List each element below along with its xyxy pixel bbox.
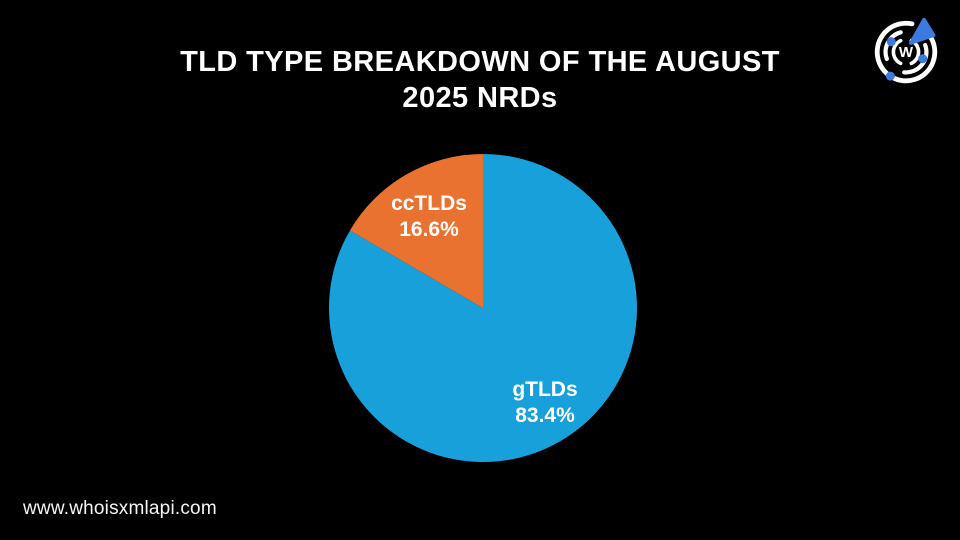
pie-chart-container — [323, 148, 643, 468]
whoisxmlapi-logo: W — [874, 17, 938, 84]
logo-middle-ring-right — [902, 42, 929, 75]
logo-letter: W — [899, 44, 914, 61]
pie-slice-cctlds — [349, 154, 483, 308]
pie-label-gtlds-percent: 83.4% — [515, 404, 575, 427]
logo-beam-icon — [909, 17, 936, 45]
logo-dot-right — [918, 54, 928, 64]
logo-inner-arc-left — [891, 38, 903, 66]
logo-dot-bottom-left — [885, 71, 895, 81]
logo-dot-upper-left — [886, 37, 896, 47]
pie-label-gtlds-name: gTLDs — [512, 378, 578, 401]
pie-label-gtlds: gTLDs 83.4% — [465, 377, 625, 429]
pie-label-cctlds-percent: 16.6% — [399, 218, 459, 241]
pie-label-cctlds: ccTLDs 16.6% — [349, 191, 509, 243]
footer-url: www.whoisxmlapi.com — [23, 498, 217, 519]
pie-slice-gtlds — [329, 154, 638, 463]
page-title: TLD TYPE BREAKDOWN OF THE AUGUST 2025 NR… — [180, 46, 780, 114]
pie-chart — [329, 154, 638, 463]
pie-label-cctlds-name: ccTLDs — [391, 192, 467, 215]
